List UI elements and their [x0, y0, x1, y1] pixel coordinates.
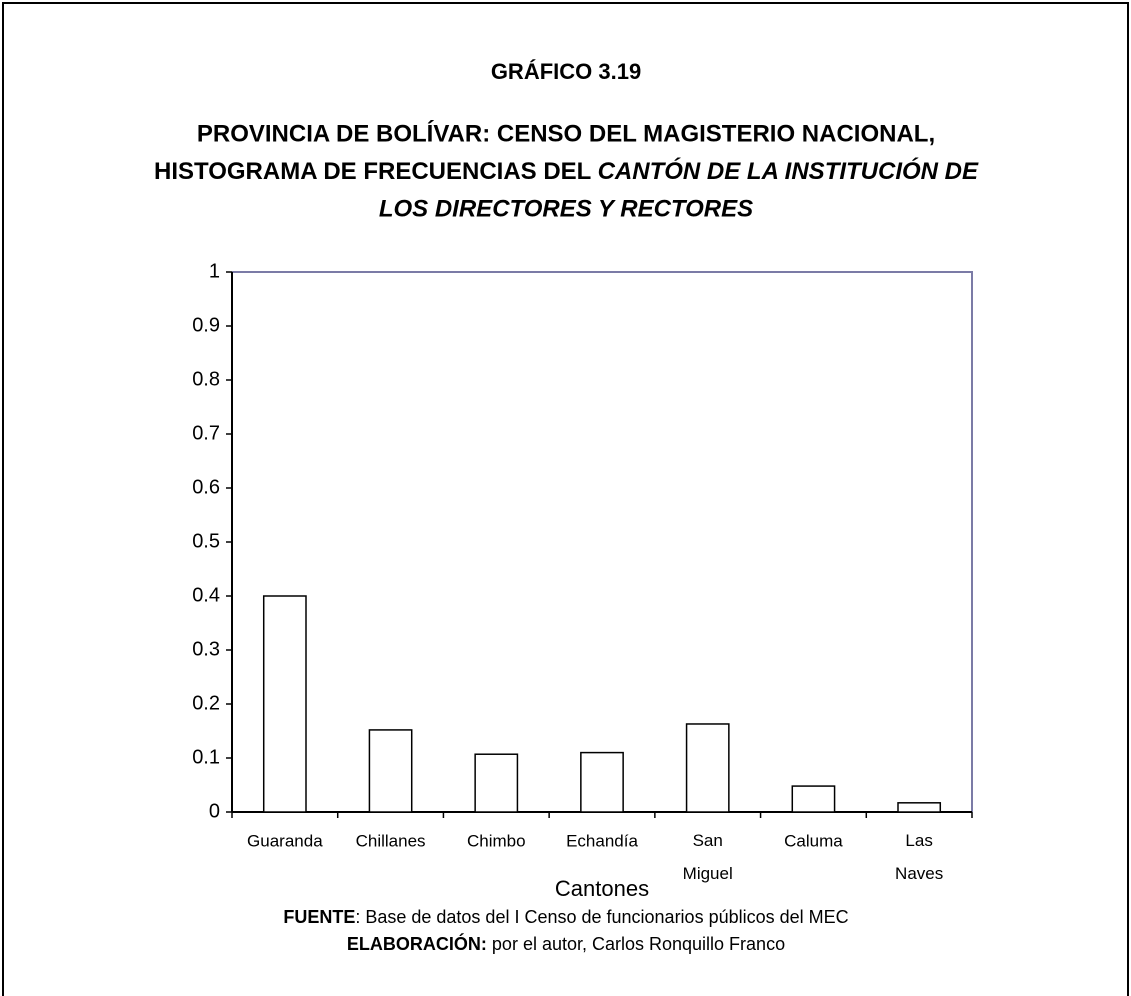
y-tick-label: 0.4 — [192, 584, 220, 606]
y-tick-label: 0 — [209, 800, 220, 822]
x-tick-label: Las Naves — [895, 831, 943, 883]
x-tick-label: Guaranda — [247, 831, 323, 850]
y-tick-label: 0.9 — [192, 314, 220, 336]
y-tick-label: 0.7 — [192, 422, 220, 444]
bar — [368, 729, 413, 813]
y-tick-label: 0.5 — [192, 530, 220, 552]
x-tick-label: Chimbo — [467, 831, 526, 850]
subtitle-part: CANTÓN DE LA INSTITUCIÓN DE — [598, 157, 979, 185]
subtitle: HISTOGRAMA DE FRECUENCIAS DEL CANTÓN DE … — [154, 157, 979, 185]
credit: ELABORACIÓN: por el autor, Carlos Ronqui… — [347, 933, 785, 954]
bar — [262, 595, 307, 813]
credit-label: ELABORACIÓN: — [347, 933, 487, 954]
plot-frame — [232, 271, 973, 812]
bar — [791, 785, 836, 813]
bar — [474, 753, 519, 813]
y-tick-label: 0.2 — [192, 692, 220, 714]
x-axis-title: Cantones — [555, 876, 649, 901]
y-tick-label: 0.3 — [192, 638, 220, 660]
subtitle: LOS DIRECTORES Y RECTORES — [379, 195, 753, 222]
source: FUENTE: Base de datos del I Censo de fun… — [283, 907, 848, 927]
x-tick-label: Echandía — [566, 831, 638, 850]
source-label: FUENTE — [283, 907, 355, 927]
subtitle: PROVINCIA DE BOLÍVAR: CENSO DEL MAGISTER… — [197, 119, 935, 147]
credit-text: por el autor, Carlos Ronquillo Franco — [487, 934, 785, 954]
x-tick-label: San Miguel — [683, 831, 733, 883]
x-tick-label: Chillanes — [356, 831, 426, 850]
source-text: : Base de datos del I Censo de funcionar… — [355, 907, 848, 927]
y-tick-label: 0.6 — [192, 476, 220, 498]
y-tick-label: 0.1 — [192, 746, 220, 768]
bar — [685, 723, 730, 813]
subtitle-part: HISTOGRAMA DE FRECUENCIAS DEL — [154, 158, 591, 185]
bar — [897, 802, 942, 813]
bar — [580, 751, 624, 813]
y-tick-label: 0.8 — [192, 368, 220, 390]
y-tick-label: 1 — [209, 260, 220, 282]
x-tick-label: Caluma — [784, 831, 843, 850]
chart-title: GRÁFICO 3.19 — [491, 59, 641, 84]
